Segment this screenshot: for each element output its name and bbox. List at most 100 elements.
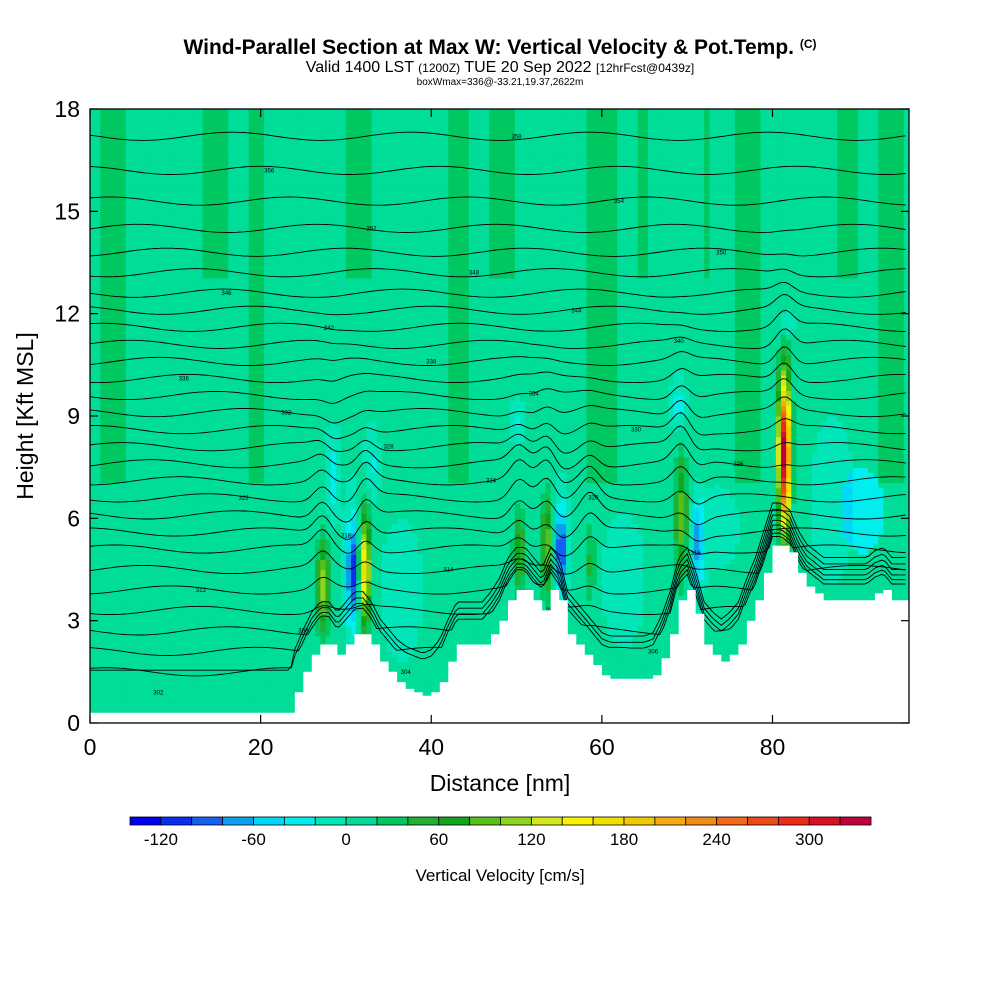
colorbar-swatch (376, 816, 409, 826)
y-tick-label: 9 (67, 403, 80, 429)
theta-contour (90, 492, 906, 525)
theta-contour (90, 165, 906, 175)
theta-contour-label: 350 (716, 250, 727, 256)
theta-contour-label: 330 (631, 428, 642, 434)
theta-contour (90, 524, 906, 615)
colorbar-swatch (685, 816, 718, 826)
colorbar-swatch (623, 816, 656, 826)
theta-contour (90, 328, 906, 349)
theta-contour (90, 514, 906, 656)
colorbar-swatch (500, 816, 532, 826)
theta-contour (90, 268, 906, 278)
theta-contour-label: 322 (239, 496, 250, 502)
colorbar-tick-label: 240 (702, 830, 730, 849)
theta-contour (90, 346, 906, 366)
theta-contour-label: 344 (571, 308, 582, 314)
theta-contour-label: 352 (366, 226, 377, 232)
colorbar-swatch (469, 816, 501, 826)
colorbar-tick-label: 120 (517, 830, 545, 849)
theta-contour-label: 354 (614, 199, 625, 205)
x-tick-label: 60 (589, 734, 615, 760)
theta-contour (90, 502, 906, 671)
theta-contour-label: 316 (691, 551, 702, 557)
colorbar-swatch (222, 816, 254, 826)
theta-contour-label: 312 (196, 588, 207, 594)
theta-contour-label: 304 (401, 670, 412, 676)
colorbar-swatch (592, 816, 625, 826)
theta-contour-label: 334 (529, 392, 540, 398)
colorbar: -120 -60 0 60 120 180 240 300 (129, 816, 872, 849)
theta-contour (90, 362, 906, 384)
theta-contour (90, 532, 906, 575)
colorbar-swatch (160, 816, 193, 826)
theta-contour (90, 476, 906, 505)
colorbar-swatch (716, 816, 748, 826)
theta-contour (90, 443, 906, 470)
colorbar-label: Vertical Velocity [cm/s] (415, 866, 584, 885)
y-tick-label: 15 (54, 198, 80, 224)
theta-contour (90, 396, 906, 424)
theta-contour (90, 223, 906, 233)
theta-contour-label: 324 (486, 479, 497, 485)
theta-contour-label: 308 (298, 629, 309, 635)
colorbar-swatch (839, 816, 872, 826)
colorbar-swatch (438, 816, 471, 826)
theta-contour-label: 326 (733, 462, 744, 468)
x-tick-label: 0 (84, 734, 97, 760)
theta-contour (90, 247, 906, 257)
y-axis-label: Height [Kft MSL] (12, 332, 38, 499)
colorbar-tick-label: 300 (795, 830, 823, 849)
theta-contour-label: 346 (221, 291, 232, 297)
theta-contour-label: 320 (588, 496, 599, 502)
theta-contour-label: 318 (341, 533, 352, 539)
chart-box-info: boxWmax=336@-33.21,19.37,2622m (416, 77, 584, 88)
x-tick-label: 40 (418, 734, 444, 760)
theta-contour (90, 512, 906, 542)
colorbar-swatch (654, 816, 687, 826)
theta-contour (90, 309, 906, 332)
theta-contour-label: 336 (179, 377, 190, 383)
theta-contour (90, 281, 906, 298)
theta-contour-label: 358 (512, 134, 523, 140)
terrain (90, 545, 909, 723)
chart-title: Wind-Parallel Section at Max W: Vertical… (183, 36, 817, 59)
y-tick-label: 3 (67, 608, 80, 634)
colorbar-swatch (530, 816, 563, 826)
theta-contour (90, 425, 906, 454)
theta-contour-label: 314 (443, 568, 454, 574)
colorbar-tick-label: 60 (429, 830, 448, 849)
x-axis-label: Distance [nm] (430, 770, 571, 796)
theta-contour-label: 332 (281, 411, 292, 417)
chart-subtitle: Valid 1400 LST (1200Z) TUE 20 Sep 2022 [… (305, 59, 695, 76)
theta-contour-label: 348 (469, 271, 480, 277)
colorbar-swatch (808, 816, 841, 826)
theta-contour (90, 508, 906, 677)
x-tick-label: 80 (760, 734, 786, 760)
y-tick-label: 0 (67, 710, 80, 736)
colorbar-swatch (407, 816, 440, 826)
y-tick-label: 12 (54, 301, 80, 327)
colorbar-tick-label: 0 (341, 830, 350, 849)
theta-contour (90, 519, 906, 636)
theta-contour-label: 338 (426, 359, 437, 365)
theta-contour-label: 306 (648, 649, 659, 655)
terrain-mask (90, 545, 909, 723)
theta-contour (90, 294, 906, 316)
colorbar-swatch (777, 816, 810, 826)
colorbar-tick-label: -60 (241, 830, 266, 849)
colorbar-swatch (561, 816, 594, 826)
colorbar-swatch (191, 816, 224, 826)
colorbar-swatch (283, 816, 316, 826)
colorbar-swatch (129, 816, 162, 826)
theta-contour-label: 342 (324, 326, 335, 332)
x-tick-label: 20 (248, 734, 274, 760)
theta-contour-label: 356 (264, 168, 275, 174)
theta-contour (90, 412, 906, 440)
theta-contour (90, 459, 906, 486)
colorbar-swatch (345, 816, 378, 826)
colorbar-tick-label: 180 (610, 830, 638, 849)
colorbar-swatch (314, 816, 347, 826)
theta-contour (90, 131, 906, 141)
axes: 0 20 40 60 80 0 3 6 9 12 15 18 (54, 96, 909, 760)
